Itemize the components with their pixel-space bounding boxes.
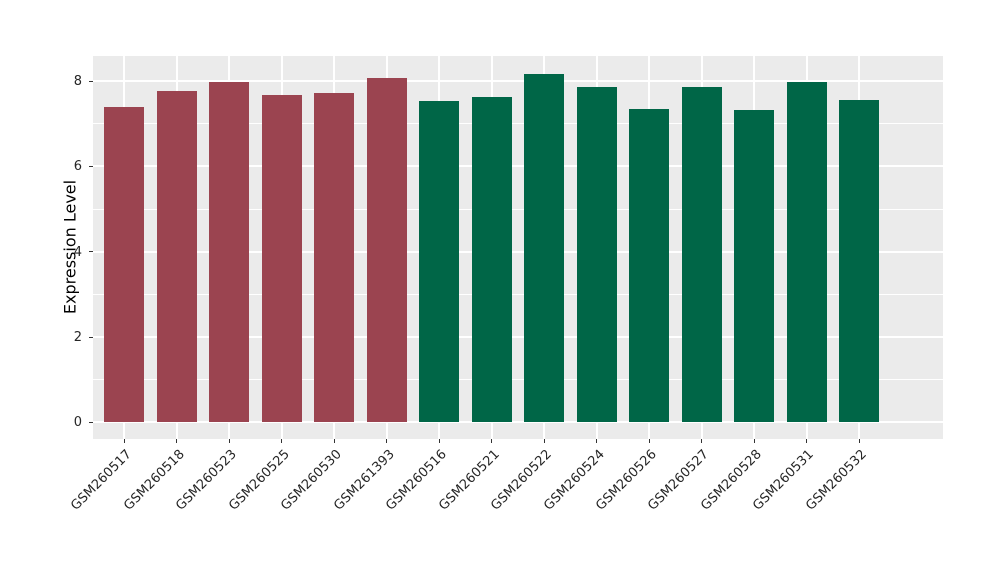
- minor-gridline: [93, 208, 943, 210]
- bar-GSM260525: [261, 94, 302, 423]
- x-tick-mark: [806, 439, 808, 443]
- y-tick-mark: [89, 421, 93, 423]
- minor-gridline: [93, 379, 943, 381]
- plot-panel: [93, 56, 943, 439]
- minor-gridline: [93, 123, 943, 125]
- y-tick-mark: [89, 165, 93, 167]
- x-tick-mark: [858, 439, 860, 443]
- bar-GSM260524: [576, 87, 617, 423]
- x-tick-mark: [491, 439, 493, 443]
- x-tick-mark: [753, 439, 755, 443]
- y-tick-mark: [89, 336, 93, 338]
- minor-gridline: [93, 293, 943, 295]
- x-tick-mark: [543, 439, 545, 443]
- bar-GSM260517: [104, 107, 145, 423]
- y-tick-label: 8: [73, 74, 82, 90]
- major-gridline: [93, 421, 943, 424]
- y-tick-label: 0: [73, 415, 82, 431]
- bar-GSM260523: [209, 82, 250, 423]
- major-gridline: [93, 336, 943, 339]
- bar-GSM260516: [419, 101, 460, 423]
- major-gridline: [93, 80, 943, 83]
- x-tick-mark: [228, 439, 230, 443]
- bar-GSM260518: [156, 91, 197, 423]
- major-gridline: [93, 165, 943, 168]
- y-tick-mark: [89, 80, 93, 82]
- bar-GSM260530: [314, 92, 355, 423]
- x-tick-mark: [648, 439, 650, 443]
- y-tick-mark: [89, 251, 93, 253]
- x-tick-mark: [176, 439, 178, 443]
- x-tick-mark: [386, 439, 388, 443]
- bar-GSM260532: [839, 99, 880, 423]
- x-tick-mark: [281, 439, 283, 443]
- x-tick-mark: [438, 439, 440, 443]
- bar-GSM261393: [366, 77, 407, 423]
- y-tick-label: 4: [73, 244, 82, 260]
- y-tick-label: 6: [73, 159, 82, 175]
- x-tick-mark: [333, 439, 335, 443]
- bar-GSM260527: [681, 86, 722, 423]
- major-gridline: [93, 250, 943, 253]
- bar-GSM260528: [734, 110, 775, 423]
- bar-GSM260531: [786, 81, 827, 423]
- bar-GSM260522: [524, 73, 565, 423]
- x-tick-mark: [596, 439, 598, 443]
- y-tick-label: 2: [73, 330, 82, 346]
- bar-GSM260521: [471, 96, 512, 423]
- bar-GSM260526: [629, 109, 670, 423]
- x-tick-mark: [701, 439, 703, 443]
- x-tick-mark: [123, 439, 125, 443]
